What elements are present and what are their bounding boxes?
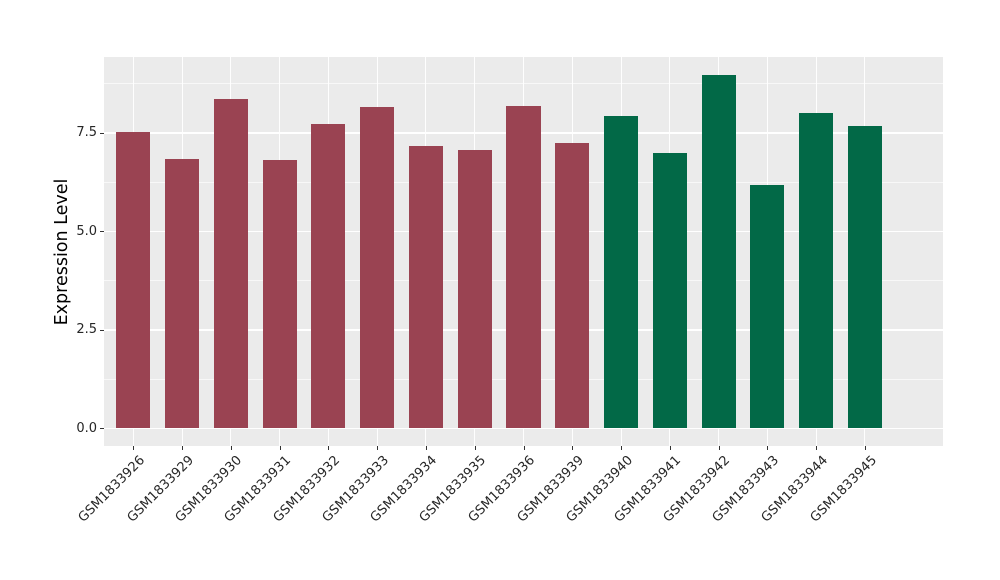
bar-GSM1833944 bbox=[799, 112, 834, 429]
y-tick bbox=[100, 428, 104, 430]
bar-GSM1833932 bbox=[311, 123, 346, 429]
x-tick bbox=[718, 446, 720, 450]
x-tick bbox=[572, 446, 574, 450]
y-tick bbox=[100, 231, 104, 233]
x-tick bbox=[669, 446, 671, 450]
y-tick-label: 7.5 bbox=[76, 125, 97, 141]
x-tick bbox=[425, 446, 427, 450]
y-tick-label: 0.0 bbox=[76, 420, 97, 436]
x-tick bbox=[133, 446, 135, 450]
minor-gridline bbox=[104, 83, 943, 85]
bar-GSM1833931 bbox=[262, 160, 297, 429]
bar-GSM1833930 bbox=[213, 98, 248, 429]
bar-GSM1833943 bbox=[750, 185, 785, 429]
bar-GSM1833933 bbox=[360, 107, 395, 429]
x-tick bbox=[816, 446, 818, 450]
bar-GSM1833939 bbox=[555, 143, 590, 429]
x-tick bbox=[182, 446, 184, 450]
x-tick bbox=[377, 446, 379, 450]
y-tick bbox=[100, 132, 104, 134]
x-tick bbox=[864, 446, 866, 450]
major-gridline bbox=[104, 427, 943, 429]
x-tick bbox=[328, 446, 330, 450]
y-axis-title: Expression Level bbox=[52, 178, 72, 325]
bar-GSM1833940 bbox=[603, 115, 639, 429]
bar-GSM1833935 bbox=[457, 149, 492, 429]
x-tick bbox=[767, 446, 769, 450]
y-tick bbox=[100, 329, 104, 331]
plot-panel bbox=[104, 57, 943, 446]
x-tick bbox=[230, 446, 232, 450]
bar-GSM1833945 bbox=[847, 125, 883, 429]
x-tick bbox=[279, 446, 281, 450]
x-tick bbox=[523, 446, 525, 450]
bar-GSM1833926 bbox=[116, 131, 151, 429]
bar-GSM1833941 bbox=[652, 152, 687, 429]
x-tick bbox=[474, 446, 476, 450]
y-tick-label: 5.0 bbox=[76, 223, 97, 239]
bar-GSM1833929 bbox=[164, 159, 200, 429]
bar-GSM1833942 bbox=[701, 74, 736, 429]
x-tick bbox=[621, 446, 623, 450]
bar-GSM1833936 bbox=[506, 106, 541, 429]
y-tick-label: 2.5 bbox=[76, 322, 97, 338]
bar-GSM1833934 bbox=[408, 145, 443, 429]
